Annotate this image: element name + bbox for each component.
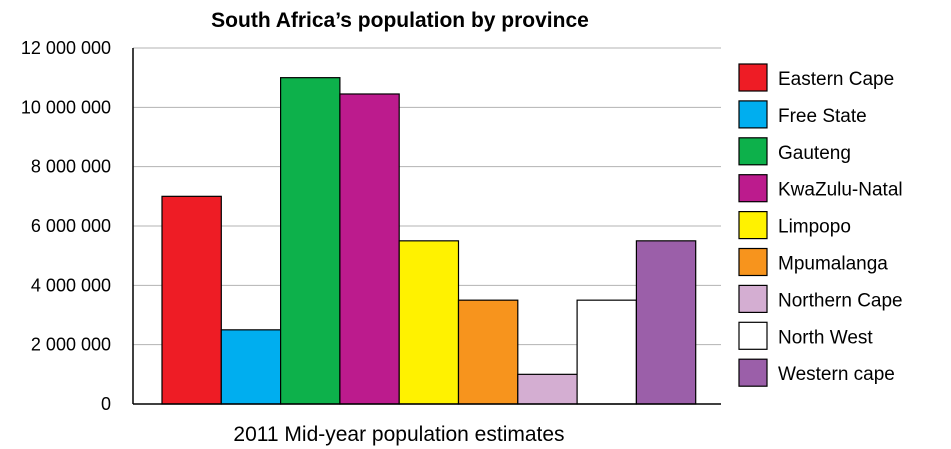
y-tick-label: 6 000 000 — [31, 216, 111, 236]
chart-title: South Africa’s population by province — [211, 9, 589, 32]
legend-label: Mpumalanga — [778, 254, 888, 275]
y-tick-label: 10 000 000 — [21, 97, 111, 117]
legend-label: Limpopo — [778, 217, 851, 238]
legend-swatch — [738, 358, 768, 387]
legend-label: Free State — [778, 106, 867, 127]
legend-swatch — [738, 63, 768, 92]
bar-limpopo — [398, 240, 460, 405]
legend-swatch — [738, 174, 768, 203]
legend-swatch — [738, 137, 768, 166]
legend-label: Eastern Cape — [778, 69, 894, 90]
legend-label: Western cape — [778, 364, 895, 385]
legend-label: Gauteng — [778, 143, 851, 164]
y-tick-label: 2 000 000 — [31, 335, 111, 355]
bar-mpumalanga — [457, 299, 519, 405]
bar-kwazulu-natal — [339, 93, 400, 405]
legend-swatch — [738, 321, 768, 350]
legend-label: KwaZulu-Natal — [778, 180, 903, 201]
bar-eastern-cape — [161, 195, 222, 405]
legend-swatch — [738, 284, 768, 313]
bar-free-state — [220, 329, 282, 405]
legend-swatch — [738, 100, 768, 129]
bar-western-cape — [635, 240, 697, 405]
legend: Eastern Cape Free State Gauteng KwaZulu-Nat… — [738, 63, 903, 387]
legend-swatch — [738, 247, 768, 277]
bar-north-west — [576, 299, 637, 405]
y-tick-label: 12 000 000 — [21, 38, 111, 58]
bar-northern-cape — [517, 373, 578, 405]
y-tick-label: 4 000 000 — [31, 275, 111, 295]
legend-label: North West — [778, 327, 873, 348]
legend-swatch — [738, 211, 768, 240]
legend-label: Northern Cape — [778, 290, 903, 311]
y-axis-ticks: 0 2 000 000 4 000 000 6 000 000 8 000 000 10 … — [21, 38, 111, 414]
bar-gauteng — [280, 77, 341, 405]
bars — [161, 77, 697, 405]
y-tick-label: 8 000 000 — [31, 157, 111, 177]
y-tick-label: 0 — [101, 394, 111, 414]
x-axis-label: 2011 Mid-year population estimates — [233, 423, 564, 446]
